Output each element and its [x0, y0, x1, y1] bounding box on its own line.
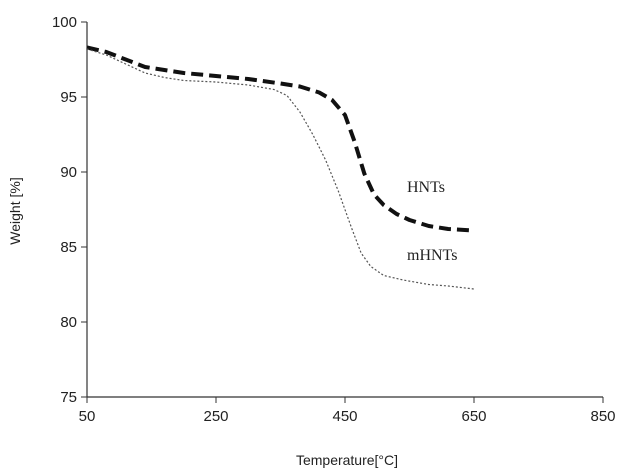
x-tick-label: 250: [203, 408, 228, 425]
series-lines: [86, 45, 475, 290]
y-tick-label: 75: [60, 389, 77, 406]
y-tick-label: 85: [60, 239, 77, 256]
y-tick-label: 95: [60, 89, 77, 106]
x-tick-label: 850: [590, 408, 615, 425]
x-tick-label: 650: [461, 408, 486, 425]
x-axis-title: Temperature[°C]: [296, 452, 398, 468]
y-tick-label: 90: [60, 164, 77, 181]
series-line-hnts: [86, 45, 475, 233]
y-axis-title: Weight [%]: [7, 177, 23, 244]
axis-ticks: 75 80 85 90 95 100 50 250 450 650 850: [52, 14, 616, 425]
series-label-mhnts: mHNTs: [407, 247, 457, 264]
series-line-mhnts: [86, 48, 475, 290]
x-tick-label: 450: [332, 408, 357, 425]
y-tick-label: 80: [60, 314, 77, 331]
series-label-hnts: HNTs: [407, 179, 445, 196]
y-tick-label: 100: [52, 14, 77, 31]
x-tick-label: 50: [79, 408, 96, 425]
